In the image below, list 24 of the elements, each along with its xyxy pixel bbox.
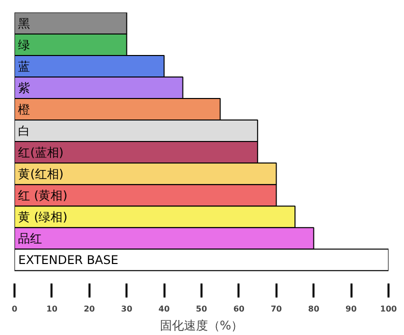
- y-tick-label: 黑: [18, 16, 30, 30]
- y-tick-label: 白: [18, 124, 30, 138]
- x-tick-label: 50: [196, 304, 208, 314]
- y-tick-label: 黄 (绿相): [18, 210, 68, 224]
- y-tick-label: EXTENDER BASE: [18, 252, 118, 267]
- x-tick-label: 10: [46, 304, 58, 314]
- x-tick-label: 90: [346, 304, 358, 314]
- y-tick-label: 橙: [18, 102, 30, 116]
- x-tick-label: 100: [380, 304, 398, 314]
- x-tick-label: 70: [270, 304, 282, 314]
- y-tick-label: 黄(红相): [18, 166, 64, 181]
- y-tick-label: 红 (黄相): [18, 188, 68, 202]
- y-tick-label: 绿: [18, 38, 30, 52]
- x-tick-label: 60: [233, 304, 245, 314]
- x-tick-label: 20: [84, 304, 96, 314]
- y-tick-label: 红(蓝相): [18, 145, 64, 160]
- x-tick-label: 0: [12, 304, 18, 314]
- x-tick-label: 80: [308, 304, 320, 314]
- x-tick-label: 30: [121, 304, 133, 314]
- y-tick-label: 紫: [18, 80, 30, 95]
- x-axis-title: 固化速度（%）: [160, 318, 244, 332]
- y-tick-label: 品红: [18, 231, 42, 246]
- y-tick-label: 蓝: [18, 59, 30, 74]
- x-tick-label: 40: [158, 304, 170, 314]
